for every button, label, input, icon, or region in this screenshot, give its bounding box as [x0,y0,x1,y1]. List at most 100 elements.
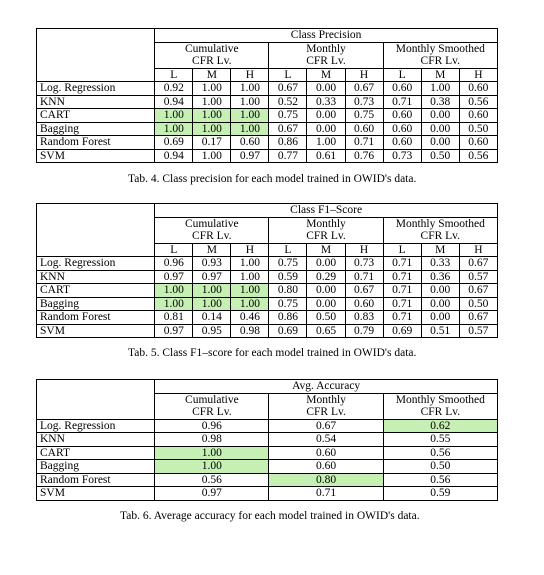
cell: 0.96 [154,256,194,271]
cell: 0.14 [192,310,232,325]
cell: 0.00 [306,108,346,123]
cell: 1.00 [192,94,232,109]
cell: 0.71 [382,283,422,298]
table-row: Random Forest 0.81 0.14 0.46 0.86 0.50 0.83 … [35,310,499,325]
model-name: Log. Regression [35,81,156,96]
cell: 0.92 [154,81,194,96]
cell: 0.60 [458,81,499,96]
cell: 1.00 [192,283,232,298]
cell: 0.83 [344,310,384,325]
model-name: SVM [35,148,156,163]
cell: 0.36 [420,269,460,284]
cell: 0.71 [382,296,422,311]
cell: 0.50 [420,148,460,163]
model-name: KNN [35,432,156,447]
column-header: L [154,67,194,82]
table-row: CART 1.00 0.60 0.56 [35,445,499,460]
cell: 0.67 [458,310,499,325]
column-header: H [344,242,384,257]
cell: 1.00 [154,283,194,298]
cell: 0.50 [306,310,346,325]
cell: 0.67 [268,418,384,433]
table-title: Class Precision [154,28,498,43]
cell: 0.67 [458,283,499,298]
cell: 0.00 [420,108,460,123]
cell: 0.71 [268,486,384,501]
cell: 0.55 [382,432,499,447]
cell: 0.59 [268,269,308,284]
cell: 0.60 [382,135,422,150]
cell: 0.60 [382,121,422,136]
cell: 1.00 [306,135,346,150]
cell: 0.60 [344,296,384,311]
table-row: Bagging 1.00 1.00 1.00 0.75 0.00 0.60 0.71 0.… [35,296,499,311]
column-header: H [458,242,499,257]
cell: 0.93 [192,256,232,271]
cell: 0.73 [344,94,384,109]
model-name: Random Forest [35,472,156,487]
cell: 0.56 [458,148,499,163]
cell: 0.86 [268,310,308,325]
cell: 0.50 [458,121,499,136]
cell: 0.00 [420,296,460,311]
cell: 0.38 [420,94,460,109]
cell: 0.67 [344,81,384,96]
cell: 0.96 [154,418,270,433]
cell: 0.17 [192,135,232,150]
column-header: M [192,67,232,82]
table-row: Bagging 1.00 1.00 1.00 0.67 0.00 0.60 0.60 0.… [35,121,499,136]
column-header: H [230,67,270,82]
cell: 0.67 [458,256,499,271]
cell: 0.33 [306,94,346,109]
cell: 0.71 [382,310,422,325]
model-name: Bagging [35,459,156,474]
cell: 0.00 [420,135,460,150]
cell: 0.71 [344,135,384,150]
cell: 0.81 [154,310,194,325]
table-row: SVM 0.97 0.95 0.98 0.69 0.65 0.79 0.69 0.51 0.… [35,323,499,338]
cell: 0.33 [420,256,460,271]
table-row: Random Forest 0.56 0.80 0.56 [35,472,499,487]
cell: 0.57 [458,323,499,338]
table-class-f1-score: Class F1–Score Cumulative CFR Lv. Monthly… [35,203,499,338]
cell: 0.60 [230,135,270,150]
cell: 0.56 [154,472,270,487]
cell: 0.80 [268,472,384,487]
cell: 1.00 [230,121,270,136]
cell: 0.73 [344,256,384,271]
table-row: Log. Regression 0.96 0.67 0.62 [35,418,499,433]
cell: 0.00 [420,283,460,298]
table-row: CART 1.00 1.00 1.00 0.80 0.00 0.67 0.71 0.00 0… [35,283,499,298]
table-caption: Tab. 6. Average accuracy for each model … [120,510,420,522]
column-header: H [344,67,384,82]
cell: 0.67 [268,81,308,96]
column-header: M [306,67,346,82]
table-title: Avg. Accuracy [154,379,498,394]
table-row: Log. Regression 0.96 0.93 1.00 0.75 0.00 0.7… [35,256,499,271]
cell: 0.00 [306,121,346,136]
table-caption: Tab. 5. Class F1–score for each model tr… [128,347,417,359]
cell: 1.00 [420,81,460,96]
cell: 0.97 [230,148,270,163]
cell: 1.00 [154,121,194,136]
column-header: H [458,67,499,82]
cell: 0.57 [458,269,499,284]
cell: 0.75 [268,108,308,123]
cell: 0.95 [192,323,232,338]
cell: 0.67 [268,121,308,136]
cell: 1.00 [154,459,270,474]
cell: 0.00 [420,310,460,325]
cell: 0.29 [306,269,346,284]
cell: 0.60 [344,121,384,136]
table-row: SVM 0.97 0.71 0.59 [35,486,499,501]
cell: 1.00 [192,121,232,136]
column-header: L [268,242,308,257]
column-header: M [420,67,460,82]
column-header: M [306,242,346,257]
cell: 1.00 [230,256,270,271]
cell: 0.51 [420,323,460,338]
table-row: KNN 0.94 1.00 1.00 0.52 0.33 0.73 0.71 0.38 0.… [35,94,499,109]
cell: 0.60 [382,81,422,96]
cell: 0.80 [268,283,308,298]
cell: 0.60 [382,108,422,123]
